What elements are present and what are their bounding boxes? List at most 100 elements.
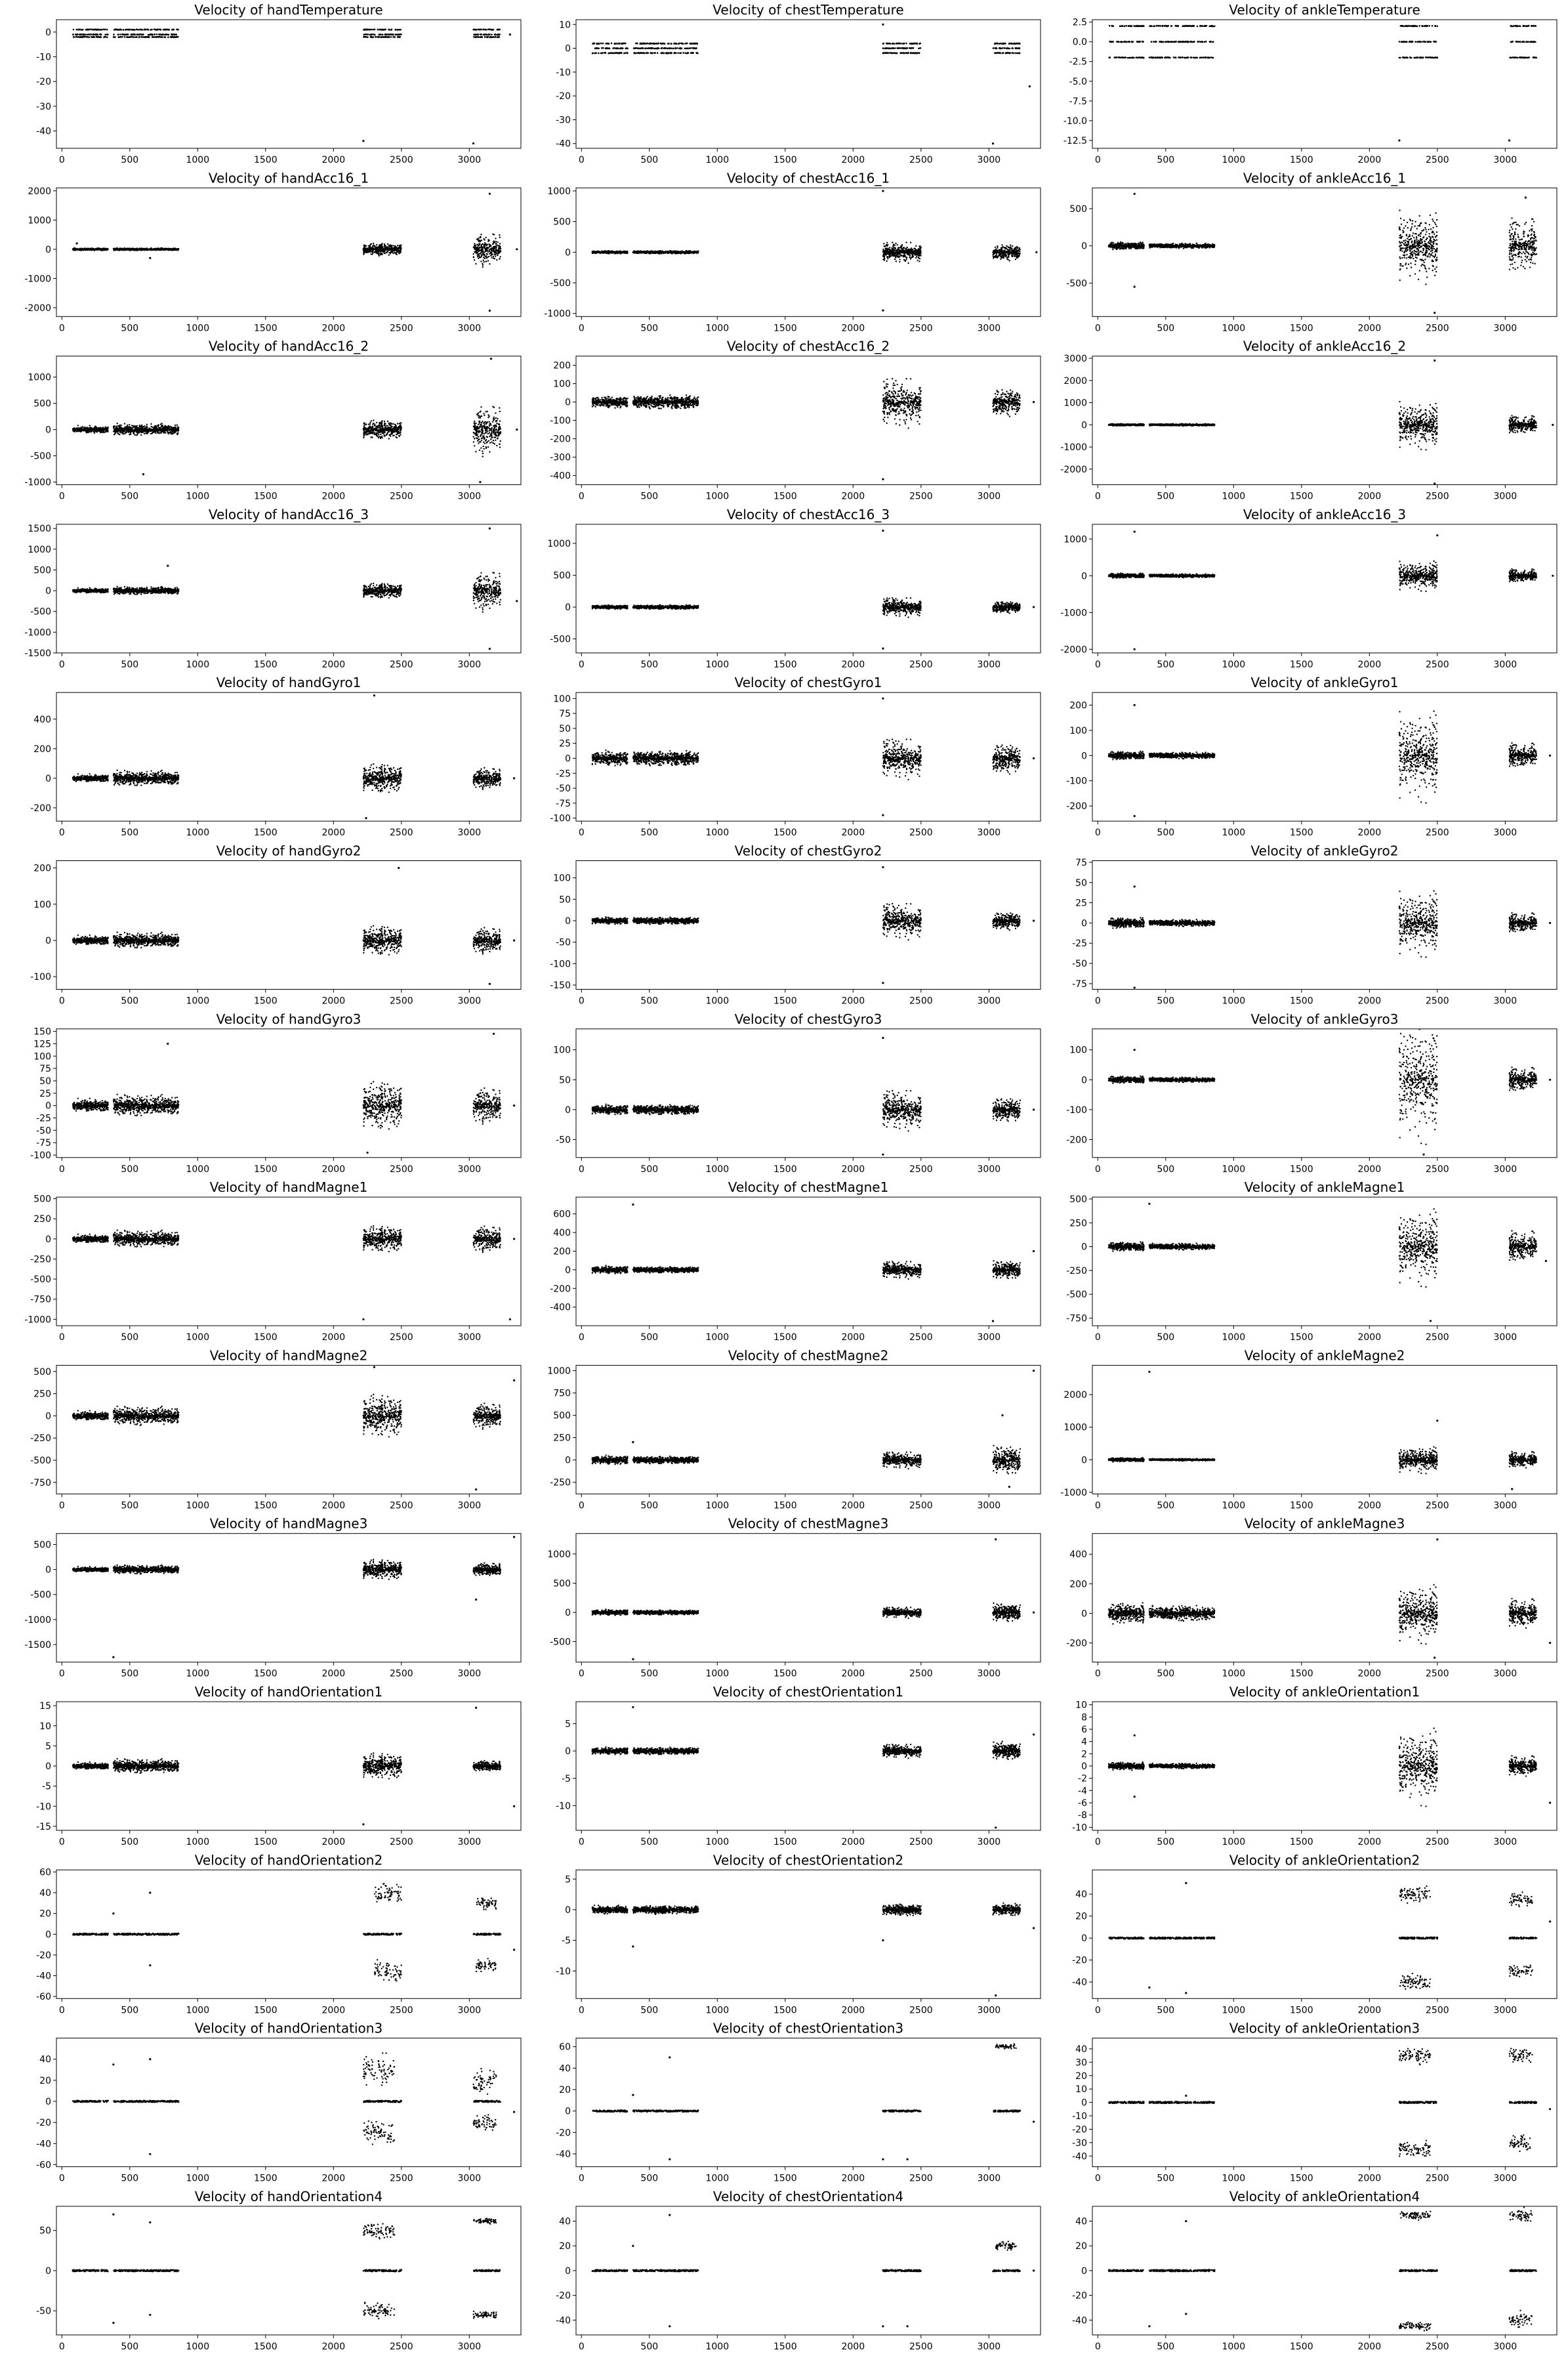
data-point <box>495 36 497 38</box>
data-point <box>1159 41 1161 43</box>
data-point <box>1111 41 1113 43</box>
data-point <box>627 251 628 253</box>
data-point <box>602 43 604 45</box>
data-point <box>592 251 594 253</box>
data-point <box>1118 41 1120 43</box>
data-point <box>136 33 138 35</box>
data-point <box>120 36 122 38</box>
data-point <box>1517 41 1519 43</box>
data-point <box>596 252 598 253</box>
data-point <box>1212 26 1214 28</box>
data-point <box>882 52 884 54</box>
data-point <box>1197 26 1199 28</box>
data-point <box>1140 25 1142 27</box>
data-point <box>390 251 392 253</box>
data-point <box>373 243 374 244</box>
data-point <box>1012 48 1014 50</box>
data-point <box>660 43 662 45</box>
data-point <box>374 251 375 253</box>
data-point <box>1430 56 1432 58</box>
data-point <box>487 247 488 248</box>
data-point <box>671 43 672 45</box>
data-point <box>605 47 607 49</box>
data-point <box>380 33 382 35</box>
data-point <box>77 29 79 31</box>
data-point <box>899 43 901 45</box>
data-point <box>643 53 645 54</box>
data-point <box>1109 56 1111 58</box>
data-point <box>1416 41 1418 43</box>
data-point <box>499 234 500 236</box>
data-point <box>137 249 138 250</box>
y-tick-label: -500 <box>550 278 571 289</box>
data-point <box>888 52 890 54</box>
data-point <box>376 244 377 245</box>
data-point <box>916 256 917 257</box>
data-point <box>1161 56 1163 58</box>
data-point <box>91 36 93 38</box>
data-point <box>691 52 693 54</box>
y-tick-label: -12.5 <box>1063 136 1087 146</box>
data-point <box>375 36 377 38</box>
data-point <box>493 253 495 255</box>
data-point <box>1204 25 1206 27</box>
data-point <box>128 29 130 31</box>
data-point <box>394 252 395 253</box>
data-point <box>146 247 148 249</box>
data-point <box>396 254 398 255</box>
data-point <box>1018 43 1020 45</box>
data-point <box>167 36 169 38</box>
scatter-points <box>72 193 518 312</box>
data-point <box>1201 41 1203 43</box>
data-point <box>141 249 142 250</box>
x-tick-label: 1000 <box>705 155 729 165</box>
data-point <box>605 52 607 54</box>
data-point <box>1519 41 1521 43</box>
data-point <box>654 251 655 252</box>
data-point <box>159 34 161 36</box>
data-point <box>894 259 896 260</box>
data-point <box>173 29 175 31</box>
data-point <box>152 249 153 250</box>
data-point <box>675 53 677 54</box>
data-point <box>495 33 497 35</box>
data-point <box>155 248 157 249</box>
data-point <box>600 252 601 253</box>
data-point <box>474 243 475 244</box>
data-point <box>372 29 374 31</box>
data-point <box>79 247 81 249</box>
data-point <box>484 258 485 259</box>
data-point <box>398 252 400 253</box>
data-point <box>382 34 384 36</box>
data-point <box>117 33 119 35</box>
data-point <box>363 251 365 252</box>
data-point <box>484 261 485 263</box>
data-point <box>495 243 497 244</box>
data-point <box>480 33 482 35</box>
x-tick-label: 3000 <box>458 323 482 333</box>
y-tick-label: -20 <box>556 91 571 102</box>
data-point <box>680 252 682 253</box>
y-tick-label: -10 <box>36 53 51 63</box>
data-point <box>484 247 485 248</box>
data-point <box>476 247 478 249</box>
x-tick-label: 2500 <box>390 155 413 165</box>
data-point <box>489 245 490 246</box>
data-point <box>117 36 119 38</box>
data-point <box>131 249 132 250</box>
data-point <box>123 34 125 36</box>
data-point <box>1420 41 1422 43</box>
data-point <box>883 243 884 244</box>
data-point <box>993 47 995 49</box>
chart-title: Velocity of chestAcc16_1 <box>727 170 890 186</box>
data-point <box>384 249 385 250</box>
data-point <box>474 245 475 246</box>
data-point <box>1402 41 1404 43</box>
data-point <box>88 248 89 249</box>
data-point <box>1434 56 1436 58</box>
data-point <box>373 33 375 35</box>
data-point <box>995 47 997 49</box>
data-point <box>480 29 482 31</box>
data-point <box>1403 57 1405 59</box>
